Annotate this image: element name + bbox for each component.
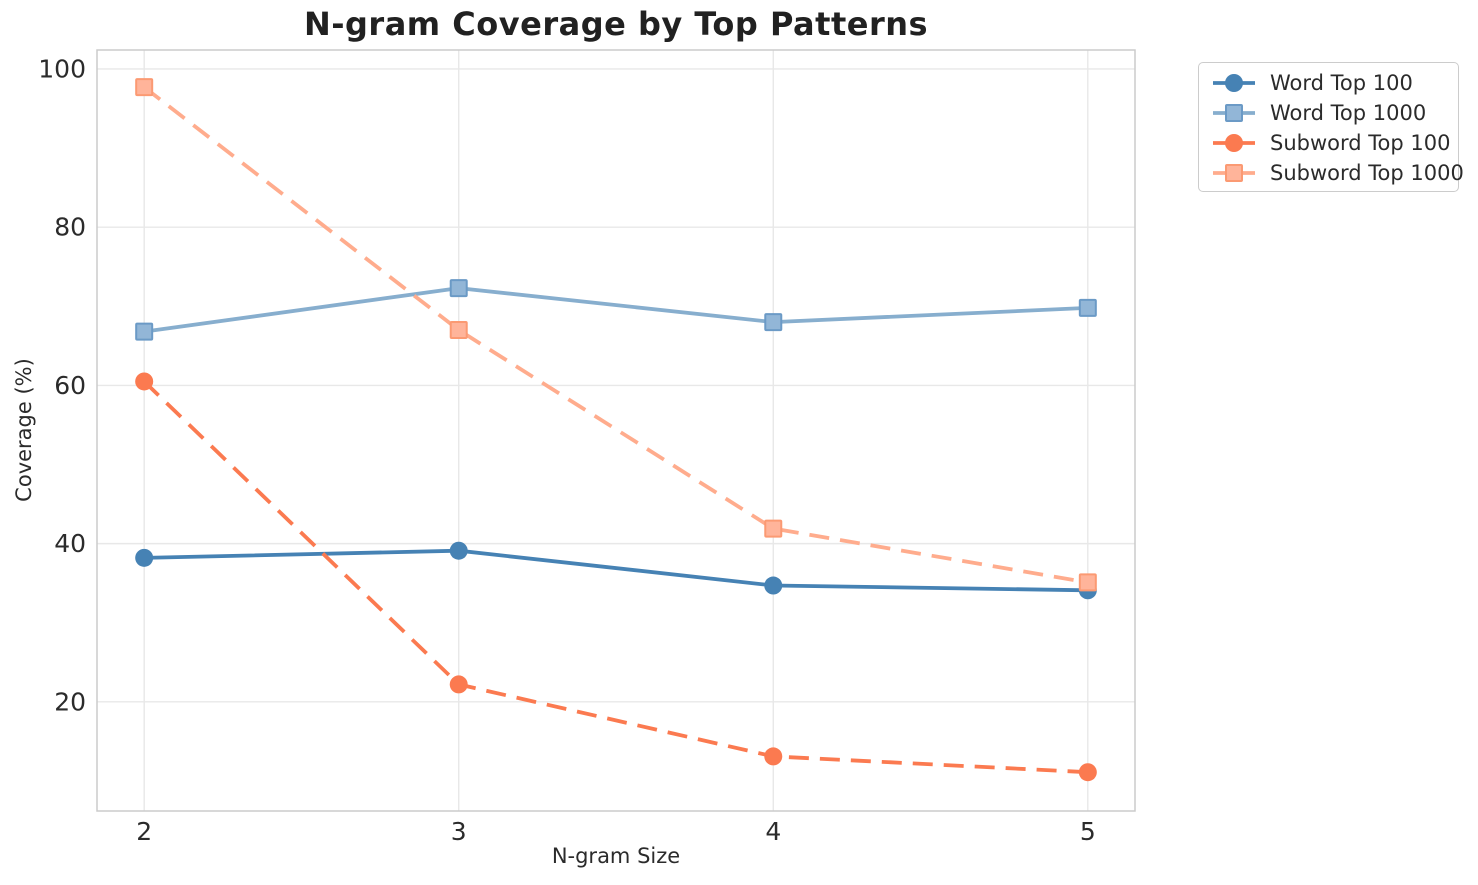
x-tick-label: 2	[136, 817, 152, 846]
x-tick-label: 4	[765, 817, 781, 846]
legend-label: Subword Top 1000	[1270, 161, 1464, 185]
series-line	[143, 85, 1089, 585]
series-word-top-1000	[135, 279, 1097, 341]
legend-item-word-top-1000: Word Top 1000	[1211, 98, 1446, 128]
legend-item-subword-top-1000: Subword Top 1000	[1211, 158, 1464, 188]
x-tick-label: 5	[1080, 817, 1096, 846]
y-tick-label: 60	[54, 371, 86, 400]
data-point-marker	[764, 576, 783, 595]
legend: Word Top 100 Word Top 1000 Subword Top 1…	[1198, 62, 1464, 192]
data-point-marker	[135, 372, 154, 391]
legend-label: Subword Top 100	[1270, 131, 1451, 155]
data-point-marker	[1078, 573, 1097, 592]
legend-swatch-word-top-100	[1213, 74, 1255, 92]
series-subword-top-1000	[135, 78, 1097, 592]
legend-item-word-top-100: Word Top 100	[1211, 68, 1446, 98]
legend-swatch-subword-top-100	[1213, 134, 1255, 152]
legend-swatch-subword-top-1000	[1213, 164, 1255, 182]
grid	[97, 50, 1135, 811]
y-tick-label: 20	[54, 687, 86, 716]
data-point-marker	[449, 675, 468, 694]
series-subword-top-100	[135, 372, 1097, 782]
data-point-marker	[764, 519, 783, 538]
x-tick-label: 3	[451, 817, 467, 846]
series-line	[143, 286, 1088, 334]
data-point-marker	[1078, 298, 1097, 317]
legend-swatch-word-top-1000	[1213, 104, 1255, 122]
data-point-marker	[1078, 763, 1097, 782]
legend-label: Word Top 100	[1270, 71, 1413, 95]
legend-swatch-marker	[1225, 104, 1243, 122]
x-axis-label: N-gram Size	[551, 844, 681, 868]
legend-swatch-marker	[1225, 134, 1243, 152]
data-point-marker	[135, 78, 154, 97]
series-line	[144, 548, 1088, 593]
y-tick-label: 80	[54, 213, 86, 242]
chart-title: N-gram Coverage by Top Patterns	[303, 5, 929, 43]
data-point-marker	[135, 322, 154, 341]
series-line	[142, 380, 1088, 775]
data-point-marker	[449, 321, 468, 340]
legend-swatch-marker	[1225, 74, 1243, 92]
data-point-marker	[135, 548, 154, 567]
data-point-marker	[449, 279, 468, 298]
y-tick-label: 40	[54, 529, 86, 558]
data-point-marker	[764, 313, 783, 332]
data-point-marker	[764, 747, 783, 766]
y-tick-label: 100	[38, 54, 86, 83]
y-axis-label: Coverage (%)	[12, 358, 36, 502]
axes-spines	[96, 49, 1136, 812]
legend-swatch-marker	[1225, 164, 1243, 182]
data-point-marker	[449, 541, 468, 560]
series-word-top-100	[135, 541, 1097, 600]
legend-item-subword-top-100: Subword Top 100	[1211, 128, 1450, 158]
legend-label: Word Top 1000	[1270, 101, 1427, 125]
